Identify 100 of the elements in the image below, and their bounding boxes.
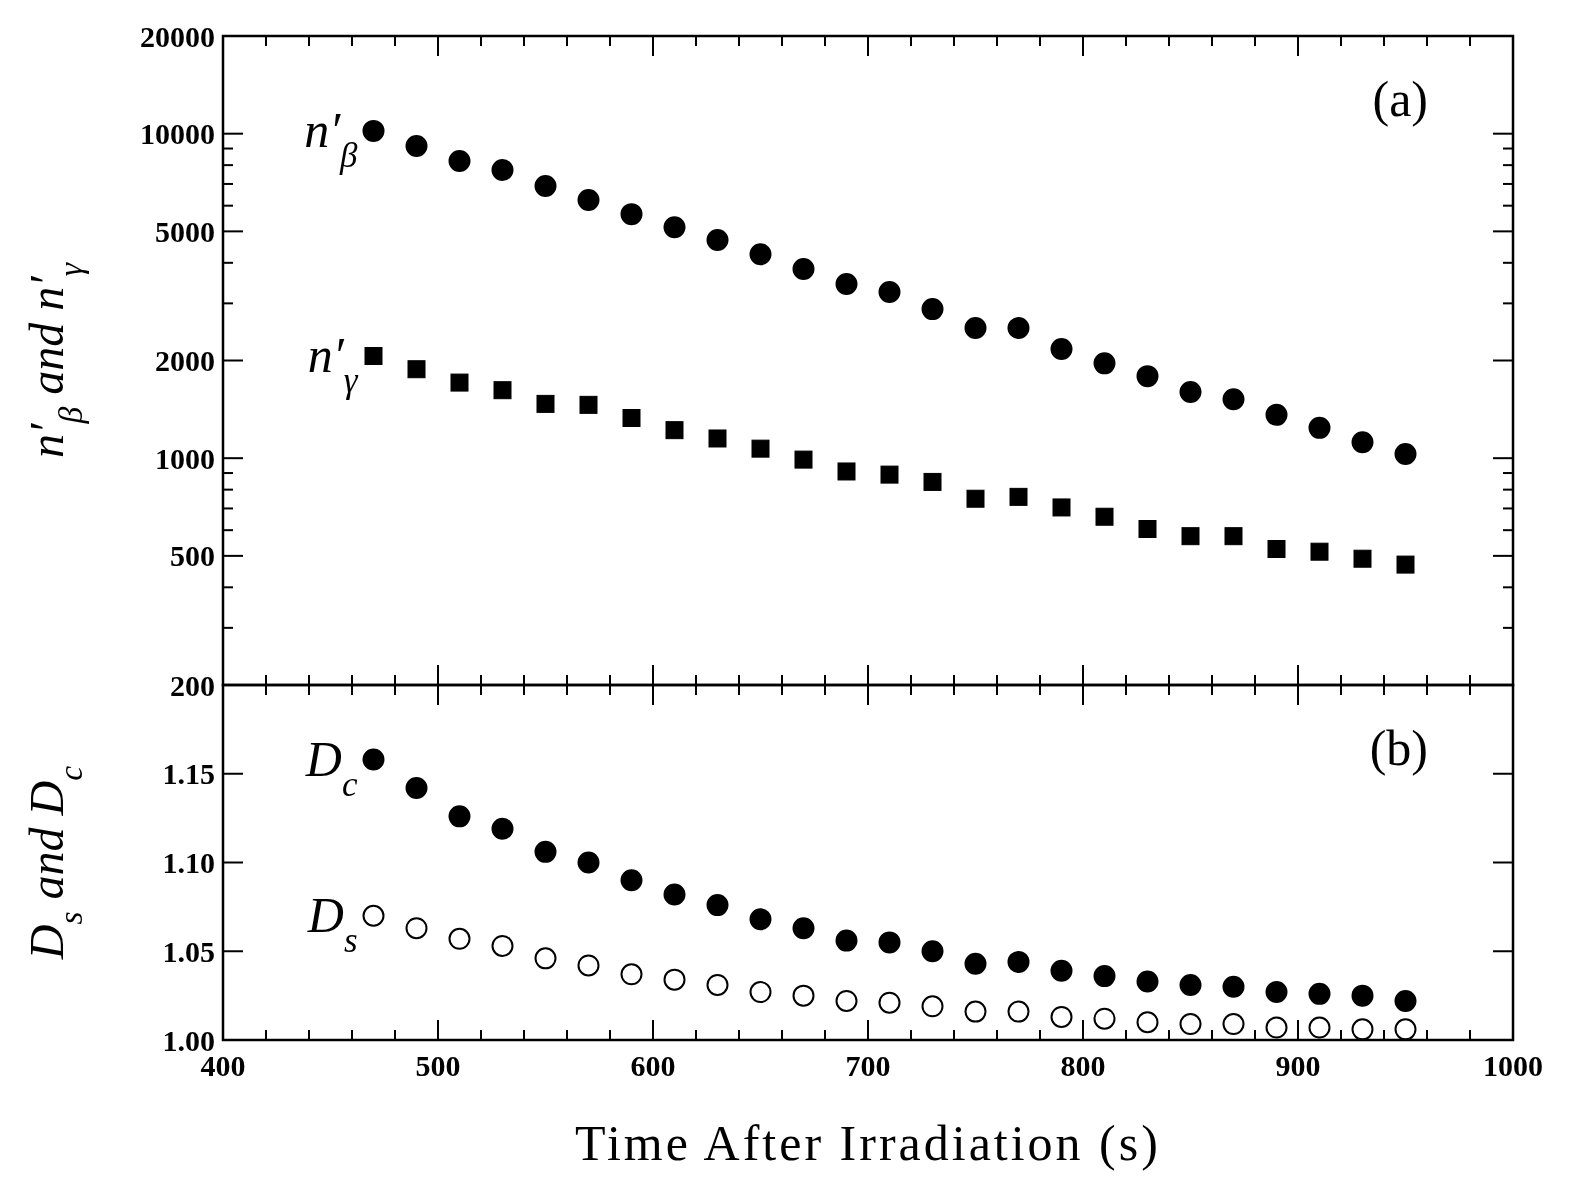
point [534, 840, 557, 863]
point [491, 158, 514, 181]
y-tick-label: 5000 [155, 214, 215, 248]
point [405, 135, 428, 158]
y-tick-label: 1.15 [162, 757, 215, 791]
point [1093, 1007, 1116, 1030]
point [1007, 1000, 1030, 1023]
point [1050, 959, 1073, 982]
point [1394, 1018, 1417, 1041]
point [1095, 507, 1114, 526]
point [1222, 975, 1245, 998]
y-tick-label: 1.00 [162, 1023, 215, 1057]
legend-label: n′$_{γ}$ [307, 326, 359, 400]
point [1308, 416, 1331, 439]
point [749, 908, 772, 931]
point [1179, 1013, 1202, 1036]
point [665, 421, 684, 440]
point [491, 934, 514, 957]
point [450, 373, 469, 392]
point [837, 462, 856, 481]
point [794, 450, 813, 469]
point [1007, 316, 1030, 339]
point [751, 439, 770, 458]
point [1050, 338, 1073, 360]
point [536, 394, 555, 413]
point [706, 229, 729, 252]
point [921, 995, 944, 1018]
point [362, 748, 385, 771]
point [1007, 950, 1030, 973]
point [448, 927, 471, 950]
point [448, 149, 471, 172]
point [1179, 973, 1202, 996]
point [749, 243, 772, 266]
point [1136, 970, 1159, 993]
point [622, 408, 641, 427]
point [534, 174, 557, 197]
point [1353, 549, 1372, 568]
point [1308, 1016, 1331, 1039]
point [1136, 365, 1159, 388]
point [1222, 388, 1245, 411]
point [620, 203, 643, 226]
point [1050, 1005, 1073, 1028]
point [921, 298, 944, 321]
point [577, 851, 600, 874]
legend-label: n′$_{β}$ [304, 101, 359, 175]
point [1310, 542, 1329, 561]
point [792, 917, 815, 940]
point [706, 894, 729, 917]
point [1351, 984, 1374, 1007]
point [364, 346, 383, 365]
y-tick-label: 10000 [140, 117, 215, 151]
y-tick-label: 1000 [155, 441, 215, 475]
point [1138, 520, 1157, 539]
point [620, 869, 643, 892]
y-tick-label: 200 [170, 668, 215, 702]
point [405, 917, 428, 940]
x-tick-label: 700 [845, 1049, 891, 1082]
point [835, 929, 858, 952]
x-tick-label: 500 [415, 1049, 461, 1082]
point [1351, 431, 1374, 454]
point [405, 776, 428, 799]
annotation: (b) [1369, 720, 1428, 776]
point [1265, 403, 1288, 426]
y-tick-label: 1.05 [162, 934, 215, 968]
y-tick-label: 20000 [140, 19, 215, 53]
point [964, 316, 987, 339]
point [880, 465, 899, 484]
point [964, 1000, 987, 1023]
point [1093, 352, 1116, 375]
point [579, 395, 598, 414]
point [1396, 555, 1415, 574]
point [534, 947, 557, 970]
point [407, 360, 426, 379]
point [1224, 527, 1243, 546]
y-tick-label: 500 [170, 539, 215, 573]
point [663, 216, 686, 239]
point [792, 984, 815, 1007]
x-axis-title: Time After Irradiation (s) [575, 1115, 1161, 1171]
y-tick-label: 2000 [155, 344, 215, 377]
point [1265, 1016, 1288, 1039]
legend-label: D$_{c}$ [304, 730, 358, 804]
point [1308, 982, 1331, 1005]
point [923, 472, 942, 491]
point [1052, 498, 1071, 517]
point [792, 257, 815, 280]
point [663, 968, 686, 991]
point [1394, 989, 1417, 1012]
point [491, 817, 514, 840]
point [1265, 981, 1288, 1004]
point [362, 119, 385, 142]
point [493, 381, 512, 400]
point [749, 981, 772, 1004]
legend-label: D$_{s}$ [306, 886, 358, 960]
point [878, 931, 901, 954]
point [1136, 1011, 1159, 1034]
point [1394, 443, 1417, 466]
point [577, 954, 600, 977]
point [1009, 487, 1028, 506]
point [835, 273, 858, 296]
annotation: (a) [1372, 71, 1428, 127]
